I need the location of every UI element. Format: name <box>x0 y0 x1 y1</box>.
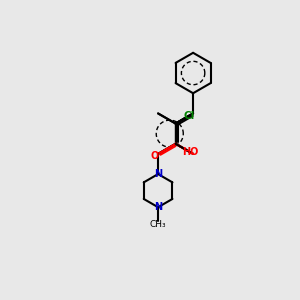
Text: HO: HO <box>182 147 198 157</box>
Text: CH₃: CH₃ <box>150 220 166 229</box>
Text: O: O <box>151 151 159 160</box>
Text: Cl: Cl <box>184 111 195 121</box>
Text: N: N <box>154 202 162 212</box>
Text: N: N <box>154 169 162 179</box>
